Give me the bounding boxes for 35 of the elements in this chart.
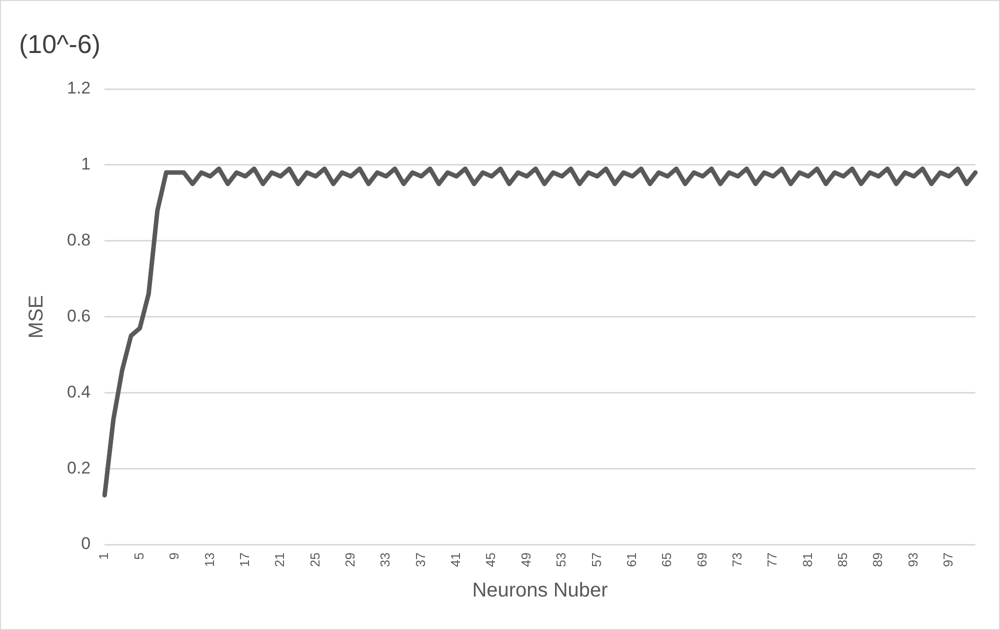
x-tick-label: 17 xyxy=(236,552,252,568)
x-tick-label: 45 xyxy=(483,552,498,568)
x-tick-label: 65 xyxy=(659,552,674,568)
x-tick-label: 77 xyxy=(764,552,780,568)
y-tick-label: 0.8 xyxy=(66,230,91,250)
y-axis-title: MSE xyxy=(26,295,48,338)
x-tick-label: 13 xyxy=(202,552,217,568)
y-tick-label: 1 xyxy=(81,154,91,174)
y-tick-label: 0.6 xyxy=(66,306,91,326)
x-tick-label: 69 xyxy=(694,552,710,568)
x-tick-label: 93 xyxy=(905,552,920,568)
x-tick-label: 49 xyxy=(518,552,534,568)
x-tick-label: 41 xyxy=(448,552,464,568)
x-axis-title: Neurons Nuber xyxy=(472,580,608,602)
y-tick-label: 1.2 xyxy=(66,78,91,98)
x-tick-label: 5 xyxy=(131,552,146,560)
x-tick-label: 9 xyxy=(166,552,182,560)
text: (10^-6) xyxy=(19,29,101,60)
x-tick-label: 29 xyxy=(342,552,358,568)
y-tick-label: 0.2 xyxy=(66,458,91,478)
x-tick-label: 21 xyxy=(272,552,288,568)
x-tick-label: 25 xyxy=(307,552,322,568)
x-tick-label: 37 xyxy=(412,552,428,568)
x-tick-label: 73 xyxy=(729,552,744,568)
x-tick-label: 33 xyxy=(378,552,393,568)
y-tick-label: 0 xyxy=(81,534,91,554)
x-tick-label: 97 xyxy=(940,552,956,568)
x-tick-label: 61 xyxy=(624,552,639,568)
x-tick-label: 81 xyxy=(800,552,815,568)
x-tick-label: 85 xyxy=(835,552,850,568)
x-tick-label: 89 xyxy=(870,552,886,568)
x-tick-label: 53 xyxy=(554,552,569,568)
y-tick-label: 0.4 xyxy=(66,382,91,402)
x-tick-label: 57 xyxy=(588,552,604,568)
x-tick-label: 1 xyxy=(96,552,112,560)
